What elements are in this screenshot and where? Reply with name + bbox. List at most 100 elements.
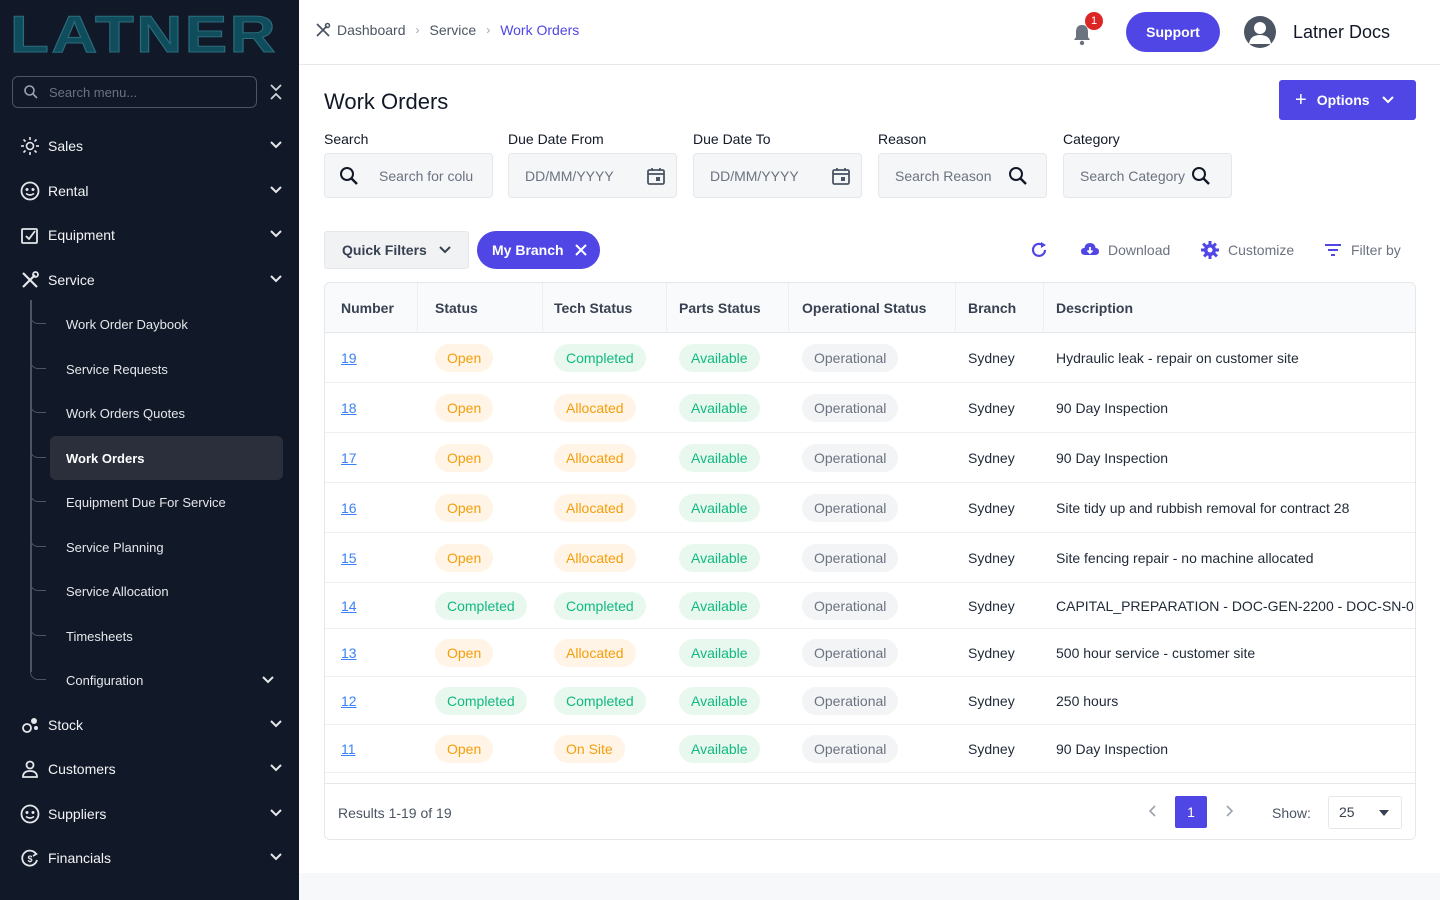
refresh-icon[interactable] [1029, 240, 1049, 260]
cell-status: Open [435, 344, 494, 372]
filter-by-button[interactable]: Filter by [1323, 240, 1401, 260]
parts-status-badge: Available [679, 444, 760, 472]
search-menu-input[interactable]: Search menu... [12, 76, 257, 108]
tree-branch [30, 391, 46, 413]
sidebar-subitem-service-planning[interactable]: Service Planning [30, 525, 283, 569]
chevron-down-icon [270, 853, 282, 861]
calendar-icon[interactable] [831, 166, 851, 186]
avatar[interactable] [1244, 16, 1276, 48]
work-order-number-link[interactable]: 17 [341, 450, 357, 466]
page-number-button[interactable]: 1 [1175, 796, 1207, 828]
column-header-operational-status[interactable]: Operational Status [802, 300, 927, 316]
my-branch-chip[interactable]: My Branch [477, 231, 600, 269]
sidebar-item-stock[interactable]: Stock [0, 703, 299, 747]
user-name[interactable]: Latner Docs [1293, 22, 1391, 42]
work-order-number-link[interactable]: 14 [341, 598, 357, 614]
parts-status-badge: Available [679, 494, 760, 522]
table-row[interactable]: 11 Open On Site Available Operational Sydney 9… [325, 725, 1415, 773]
work-order-number-link[interactable]: 18 [341, 400, 357, 416]
sidebar-subitem-equipment-due-for-service[interactable]: Equipment Due For Service [30, 480, 283, 524]
sidebar-subitem-work-orders[interactable]: Work Orders [30, 436, 283, 480]
due-date-to-input[interactable]: DD/MM/YYYY [693, 153, 862, 198]
description-text: 500 hour service - customer site [1056, 645, 1256, 661]
work-order-number-link[interactable]: 12 [341, 693, 357, 709]
cell-number[interactable]: 19 [341, 344, 357, 372]
tools-icon [22, 271, 39, 288]
sidebar-subitem-timesheets[interactable]: Timesheets [30, 614, 283, 658]
status-badge: Completed [435, 592, 527, 620]
table-row[interactable]: 17 Open Allocated Available Operational Sydne… [325, 433, 1415, 483]
cell-operational-status: Operational [802, 592, 899, 620]
cell-number[interactable]: 17 [341, 444, 357, 472]
branch-text: Sydney [968, 693, 1015, 709]
table-row[interactable]: 14 Completed Completed Available Operational… [325, 583, 1415, 629]
cell-number[interactable]: 15 [341, 544, 357, 572]
bell-icon[interactable] [1071, 22, 1093, 46]
equipment-icon [21, 228, 38, 244]
cell-number[interactable]: 18 [341, 394, 357, 422]
cell-number[interactable]: 11 [341, 735, 356, 763]
table-row[interactable]: 19 Open Completed Available Operational Sydne… [325, 333, 1415, 383]
work-order-number-link[interactable]: 15 [341, 550, 357, 566]
options-button[interactable]: + Options [1279, 80, 1416, 120]
work-order-number-link[interactable]: 16 [341, 500, 357, 516]
sidebar-subitem-service-allocation[interactable]: Service Allocation [30, 569, 283, 613]
chevron-right-icon[interactable] [1223, 804, 1235, 818]
work-order-number-link[interactable]: 19 [341, 350, 357, 366]
cell-number[interactable]: 14 [341, 592, 357, 620]
table-row[interactable]: 12 Completed Completed Available Operational… [325, 677, 1415, 725]
table-row[interactable]: 15 Open Allocated Available Operational Sydne… [325, 533, 1415, 583]
chevron-left-icon[interactable] [1147, 804, 1159, 818]
search-input[interactable]: Search for colu [324, 153, 493, 198]
latner-logo[interactable]: LATNER [10, 8, 280, 56]
sidebar-subitem-configuration[interactable]: Configuration [30, 658, 283, 702]
sidebar-subitem-work-orders-quotes[interactable]: Work Orders Quotes [30, 391, 283, 435]
tree-branch [30, 436, 46, 458]
sidebar-item-sales[interactable]: Sales [0, 124, 299, 168]
cell-tech-status: Completed [554, 344, 646, 372]
cell-branch: Sydney [968, 344, 1015, 372]
sidebar-item-financials[interactable]: $ Financials [0, 836, 299, 880]
cell-number[interactable]: 13 [341, 639, 357, 667]
breadcrumb-dashboard[interactable]: Dashboard [337, 22, 406, 38]
column-header-number[interactable]: Number [341, 300, 394, 316]
sidebar-item-service[interactable]: Service [0, 258, 299, 302]
sidebar-item-equipment[interactable]: Equipment [0, 213, 299, 257]
support-button[interactable]: Support [1126, 12, 1220, 52]
column-header-tech-status[interactable]: Tech Status [554, 300, 633, 316]
column-header-description[interactable]: Description [1056, 300, 1134, 316]
close-icon[interactable] [574, 243, 588, 257]
top-header: Dashboard › Service › Work Orders 1 Supp… [299, 0, 1440, 65]
due-date-from-input[interactable]: DD/MM/YYYY [508, 153, 677, 198]
quick-filters-button[interactable]: Quick Filters [324, 231, 469, 269]
work-order-number-link[interactable]: 13 [341, 645, 357, 661]
cell-branch: Sydney [968, 494, 1015, 522]
page-size-select[interactable]: 25 [1328, 796, 1402, 829]
sidebar-item-label: Customers [48, 761, 116, 777]
cell-number[interactable]: 16 [341, 494, 357, 522]
sidebar-item-rental[interactable]: Rental [0, 169, 299, 213]
column-header-parts-status[interactable]: Parts Status [679, 300, 761, 316]
column-header-status[interactable]: Status [435, 300, 478, 316]
column-divider [666, 283, 667, 333]
table-row[interactable]: 13 Open Allocated Available Operational Sydne… [325, 629, 1415, 677]
sidebar-item-customers[interactable]: Customers [0, 747, 299, 791]
work-order-number-link[interactable]: 11 [341, 741, 356, 757]
breadcrumb-service[interactable]: Service [429, 22, 477, 38]
table-row[interactable]: 16 Open Allocated Available Operational Sydne… [325, 483, 1415, 533]
cell-parts-status: Available [679, 394, 760, 422]
calendar-icon[interactable] [646, 166, 666, 186]
column-header-branch[interactable]: Branch [968, 300, 1017, 316]
sidebar-subitem-service-requests[interactable]: Service Requests [30, 347, 283, 391]
sidebar-subitem-label: Work Orders Quotes [66, 405, 185, 421]
download-button[interactable]: Download [1080, 240, 1170, 260]
reason-input[interactable]: Search Reason [878, 153, 1047, 198]
sidebar-item-suppliers[interactable]: Suppliers [0, 792, 299, 836]
category-input[interactable]: Search Category [1063, 153, 1232, 198]
cell-number[interactable]: 12 [341, 687, 357, 715]
sidebar-subitem-work-order-daybook[interactable]: Work Order Daybook [30, 302, 283, 346]
reason-label: Reason [878, 131, 927, 147]
collapse-all-icon[interactable] [267, 82, 285, 102]
table-row[interactable]: 18 Open Allocated Available Operational Sydne… [325, 383, 1415, 433]
customize-button[interactable]: Customize [1200, 240, 1294, 260]
